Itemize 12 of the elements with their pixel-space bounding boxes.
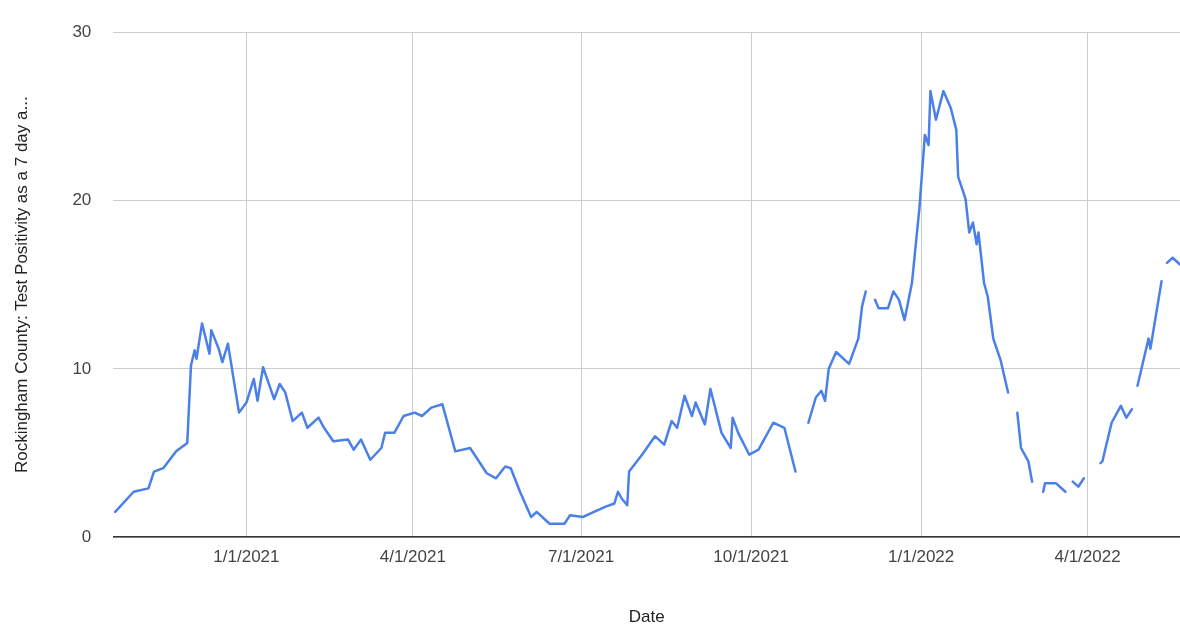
x-tick-label: 1/1/2021 [213, 547, 280, 567]
y-tick-label: 0 [81, 526, 92, 546]
y-tick-label: 10 [72, 358, 92, 378]
x-axis-title: Date [628, 607, 665, 627]
x-tick-label: 4/1/2021 [379, 547, 446, 567]
x-tick-label: 1/1/2022 [888, 547, 955, 567]
x-tick-label: 7/1/2021 [547, 547, 615, 567]
x-tick-label: 4/1/2022 [1054, 547, 1121, 567]
y-tick-label: 20 [72, 190, 92, 210]
y-axis-title: Rockingham County: Test Positivity as a 7 day a... [11, 96, 31, 474]
x-tick-label: 10/1/2021 [713, 547, 789, 567]
y-tick-label: 30 [72, 21, 92, 41]
